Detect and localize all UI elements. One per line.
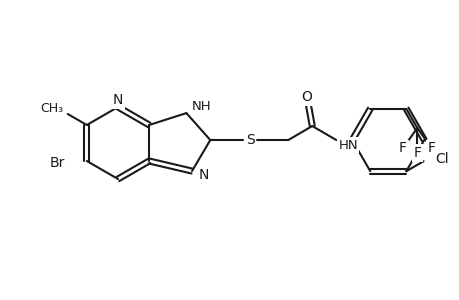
Text: HN: HN [337,139,357,152]
Text: O: O [300,90,311,104]
Text: F: F [412,146,420,160]
Text: S: S [246,133,254,147]
Text: F: F [427,141,435,155]
Text: F: F [398,141,406,155]
Text: N: N [112,93,123,107]
Text: CH₃: CH₃ [40,103,64,116]
Text: NH: NH [191,100,211,112]
Text: Br: Br [49,156,65,170]
Text: N: N [199,168,209,182]
Text: Cl: Cl [435,152,448,166]
